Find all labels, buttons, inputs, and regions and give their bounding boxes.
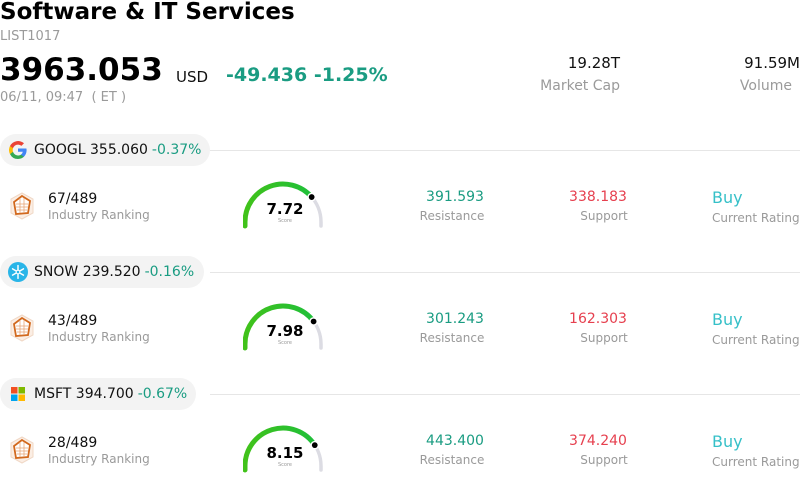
currency-label: USD [176, 68, 209, 86]
industry-ranking-label: Industry Ranking [48, 452, 150, 466]
rating-value[interactable]: Buy [712, 310, 743, 329]
stock-price: 239.520 [82, 264, 141, 280]
resistance-label: Resistance [419, 209, 485, 223]
index-price: 3963.053 [0, 52, 163, 88]
stock-price: 355.060 [90, 142, 148, 158]
score-gauge [242, 181, 323, 229]
industry-ranking-value: 28/489 [48, 435, 98, 451]
rating-value[interactable]: Buy [712, 432, 743, 451]
stock-change-percent: -0.67% [137, 386, 188, 402]
support-label: Support [580, 209, 628, 223]
stock-chip-msft[interactable]: MSFT 394.700 -0.67% [0, 378, 196, 410]
industry-ranking-label: Industry Ranking [48, 208, 150, 222]
stock-change-percent: -0.37% [151, 142, 202, 158]
volume-label: Volume [739, 78, 792, 94]
price-change: -49.436 -1.25% [226, 64, 388, 86]
volume-value: 91.59M [744, 54, 800, 72]
score-gauge [242, 303, 323, 351]
resistance-value: 301.243 [426, 311, 484, 327]
rating-label: Current Rating [712, 211, 800, 225]
stock-symbol: MSFT [34, 386, 72, 402]
stock-symbol: SNOW [34, 264, 79, 280]
rating-value[interactable]: Buy [712, 188, 743, 207]
support-value: 338.183 [569, 189, 627, 205]
score-label: Score [277, 462, 292, 468]
score-gauge-wrap [242, 424, 327, 478]
section-divider [210, 394, 800, 395]
industry-ranking-value: 67/489 [48, 191, 98, 207]
resistance-value: 443.400 [426, 433, 484, 449]
gauge-marker [310, 440, 320, 450]
industry-ranking-label: Industry Ranking [48, 330, 150, 344]
resistance-label: Resistance [419, 331, 485, 345]
resistance-value: 391.593 [426, 189, 484, 205]
stock-price: 394.700 [75, 386, 134, 402]
market-cap-value: 19.28T [567, 54, 620, 72]
support-label: Support [580, 331, 628, 345]
score-gauge-wrap [242, 302, 327, 356]
change-percent: -1.25% [313, 64, 388, 86]
snowflake-logo-icon [8, 262, 28, 282]
gauge-fill [242, 303, 317, 351]
stock-chip-googl[interactable]: GOOGL 355.060 -0.37% [0, 134, 210, 166]
score-value: 8.15 [266, 444, 304, 462]
section-divider [210, 272, 800, 273]
score-gauge-wrap [242, 180, 327, 234]
stock-chip-snow[interactable]: SNOW 239.520 -0.16% [0, 256, 204, 288]
resistance-label: Resistance [419, 453, 485, 467]
rating-label: Current Rating [712, 455, 800, 469]
gauge-fill [242, 181, 315, 229]
market-cap-label: Market Cap [540, 78, 620, 94]
industry-ranking-icon [9, 192, 35, 224]
microsoft-logo-icon [8, 384, 28, 404]
gauge-fill [242, 425, 318, 473]
page-title: Software & IT Services [0, 0, 295, 25]
score-value: 7.72 [266, 200, 304, 218]
score-label: Score [277, 340, 292, 346]
stock-change-percent: -0.16% [144, 264, 195, 280]
support-label: Support [580, 453, 628, 467]
gauge-marker [309, 317, 318, 326]
support-value: 162.303 [569, 311, 627, 327]
gauge-marker [307, 192, 316, 202]
industry-ranking-value: 43/489 [48, 313, 98, 329]
industry-ranking-icon [9, 436, 35, 468]
change-value: -49.436 [226, 64, 308, 86]
score-value: 7.98 [266, 322, 304, 340]
google-logo-icon [8, 140, 28, 160]
score-label: Score [277, 218, 292, 224]
section-divider [210, 150, 800, 151]
rating-label: Current Rating [712, 333, 800, 347]
timestamp: 06/11, 09:47 ( ET ) [0, 90, 127, 105]
support-value: 374.240 [569, 433, 627, 449]
industry-ranking-icon [9, 314, 35, 346]
stock-symbol: GOOGL [34, 142, 86, 158]
list-id: LIST1017 [0, 29, 61, 44]
score-gauge [242, 425, 323, 473]
